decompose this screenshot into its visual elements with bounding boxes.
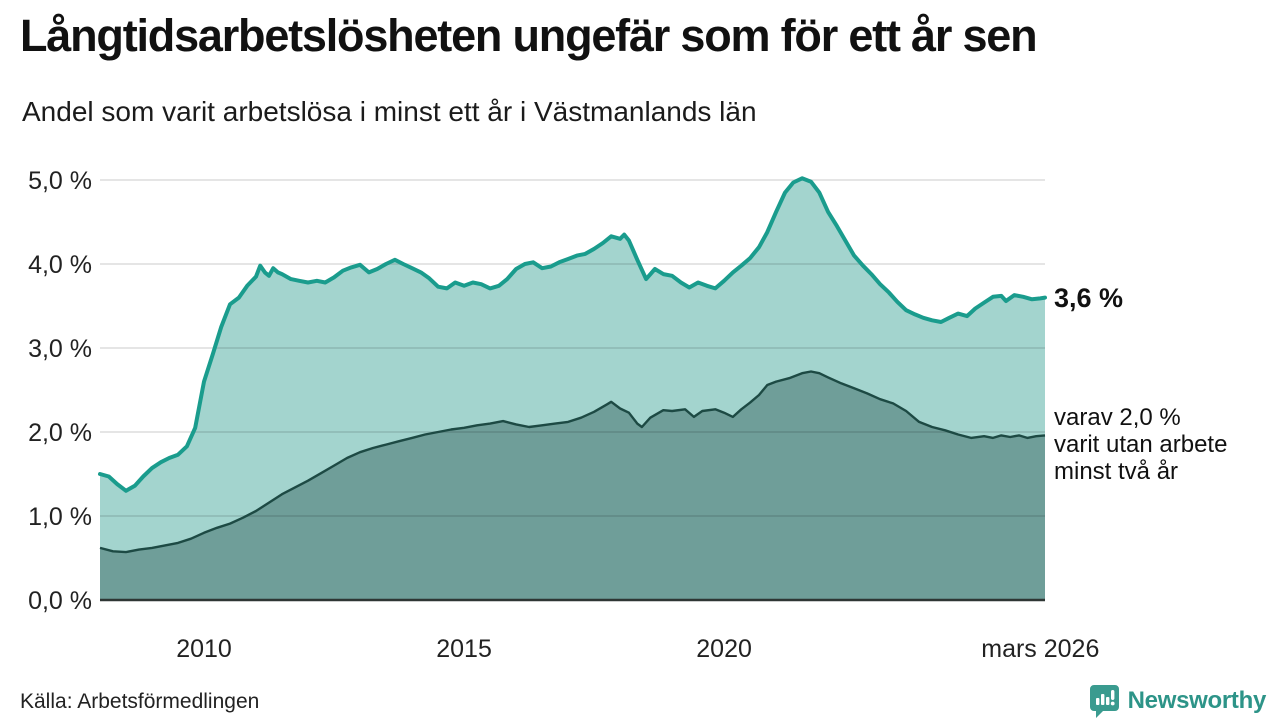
chart-subtitle: Andel som varit arbetslösa i minst ett å… bbox=[22, 96, 757, 127]
newsworthy-wordmark: Newsworthy bbox=[1127, 687, 1267, 714]
secondary-annotation-line3: minst två år bbox=[1054, 458, 1179, 485]
page-title: Långtidsarbetslösheten ungefär som för e… bbox=[20, 10, 1038, 61]
y-axis-tick-label: 0,0 % bbox=[28, 587, 92, 615]
line-unemployed-1year bbox=[98, 176, 1047, 493]
x-axis-tick-label: 2010 bbox=[176, 635, 232, 663]
y-axis-tick-label: 5,0 % bbox=[28, 167, 92, 195]
newsworthy-logo: Newsworthy bbox=[1089, 684, 1266, 718]
area-fill-unemployed-2year bbox=[100, 371, 1045, 600]
x-axis-tick-label: mars 2026 bbox=[981, 635, 1099, 663]
y-axis-tick-label: 3,0 % bbox=[28, 335, 92, 363]
source-credit: Källa: Arbetsförmedlingen bbox=[20, 690, 260, 713]
y-axis-tick-label: 4,0 % bbox=[28, 251, 92, 279]
latest-value-label: 3,6 % bbox=[1054, 283, 1124, 313]
secondary-annotation-line2: varit utan arbete bbox=[1054, 431, 1228, 458]
y-axis-tick-label: 1,0 % bbox=[28, 503, 92, 531]
newsworthy-speech-bubble-barchart-icon bbox=[1089, 684, 1120, 718]
secondary-series-annotation: varav 2,0 % varit utan arbete minst två … bbox=[1054, 404, 1227, 485]
x-axis-tick-label: 2020 bbox=[696, 635, 752, 663]
x-axis-tick-label: 2015 bbox=[436, 635, 492, 663]
y-axis-tick-label: 2,0 % bbox=[28, 419, 92, 447]
secondary-annotation-line1: varav 2,0 % bbox=[1054, 404, 1181, 431]
line-unemployed-2year bbox=[99, 370, 1046, 554]
